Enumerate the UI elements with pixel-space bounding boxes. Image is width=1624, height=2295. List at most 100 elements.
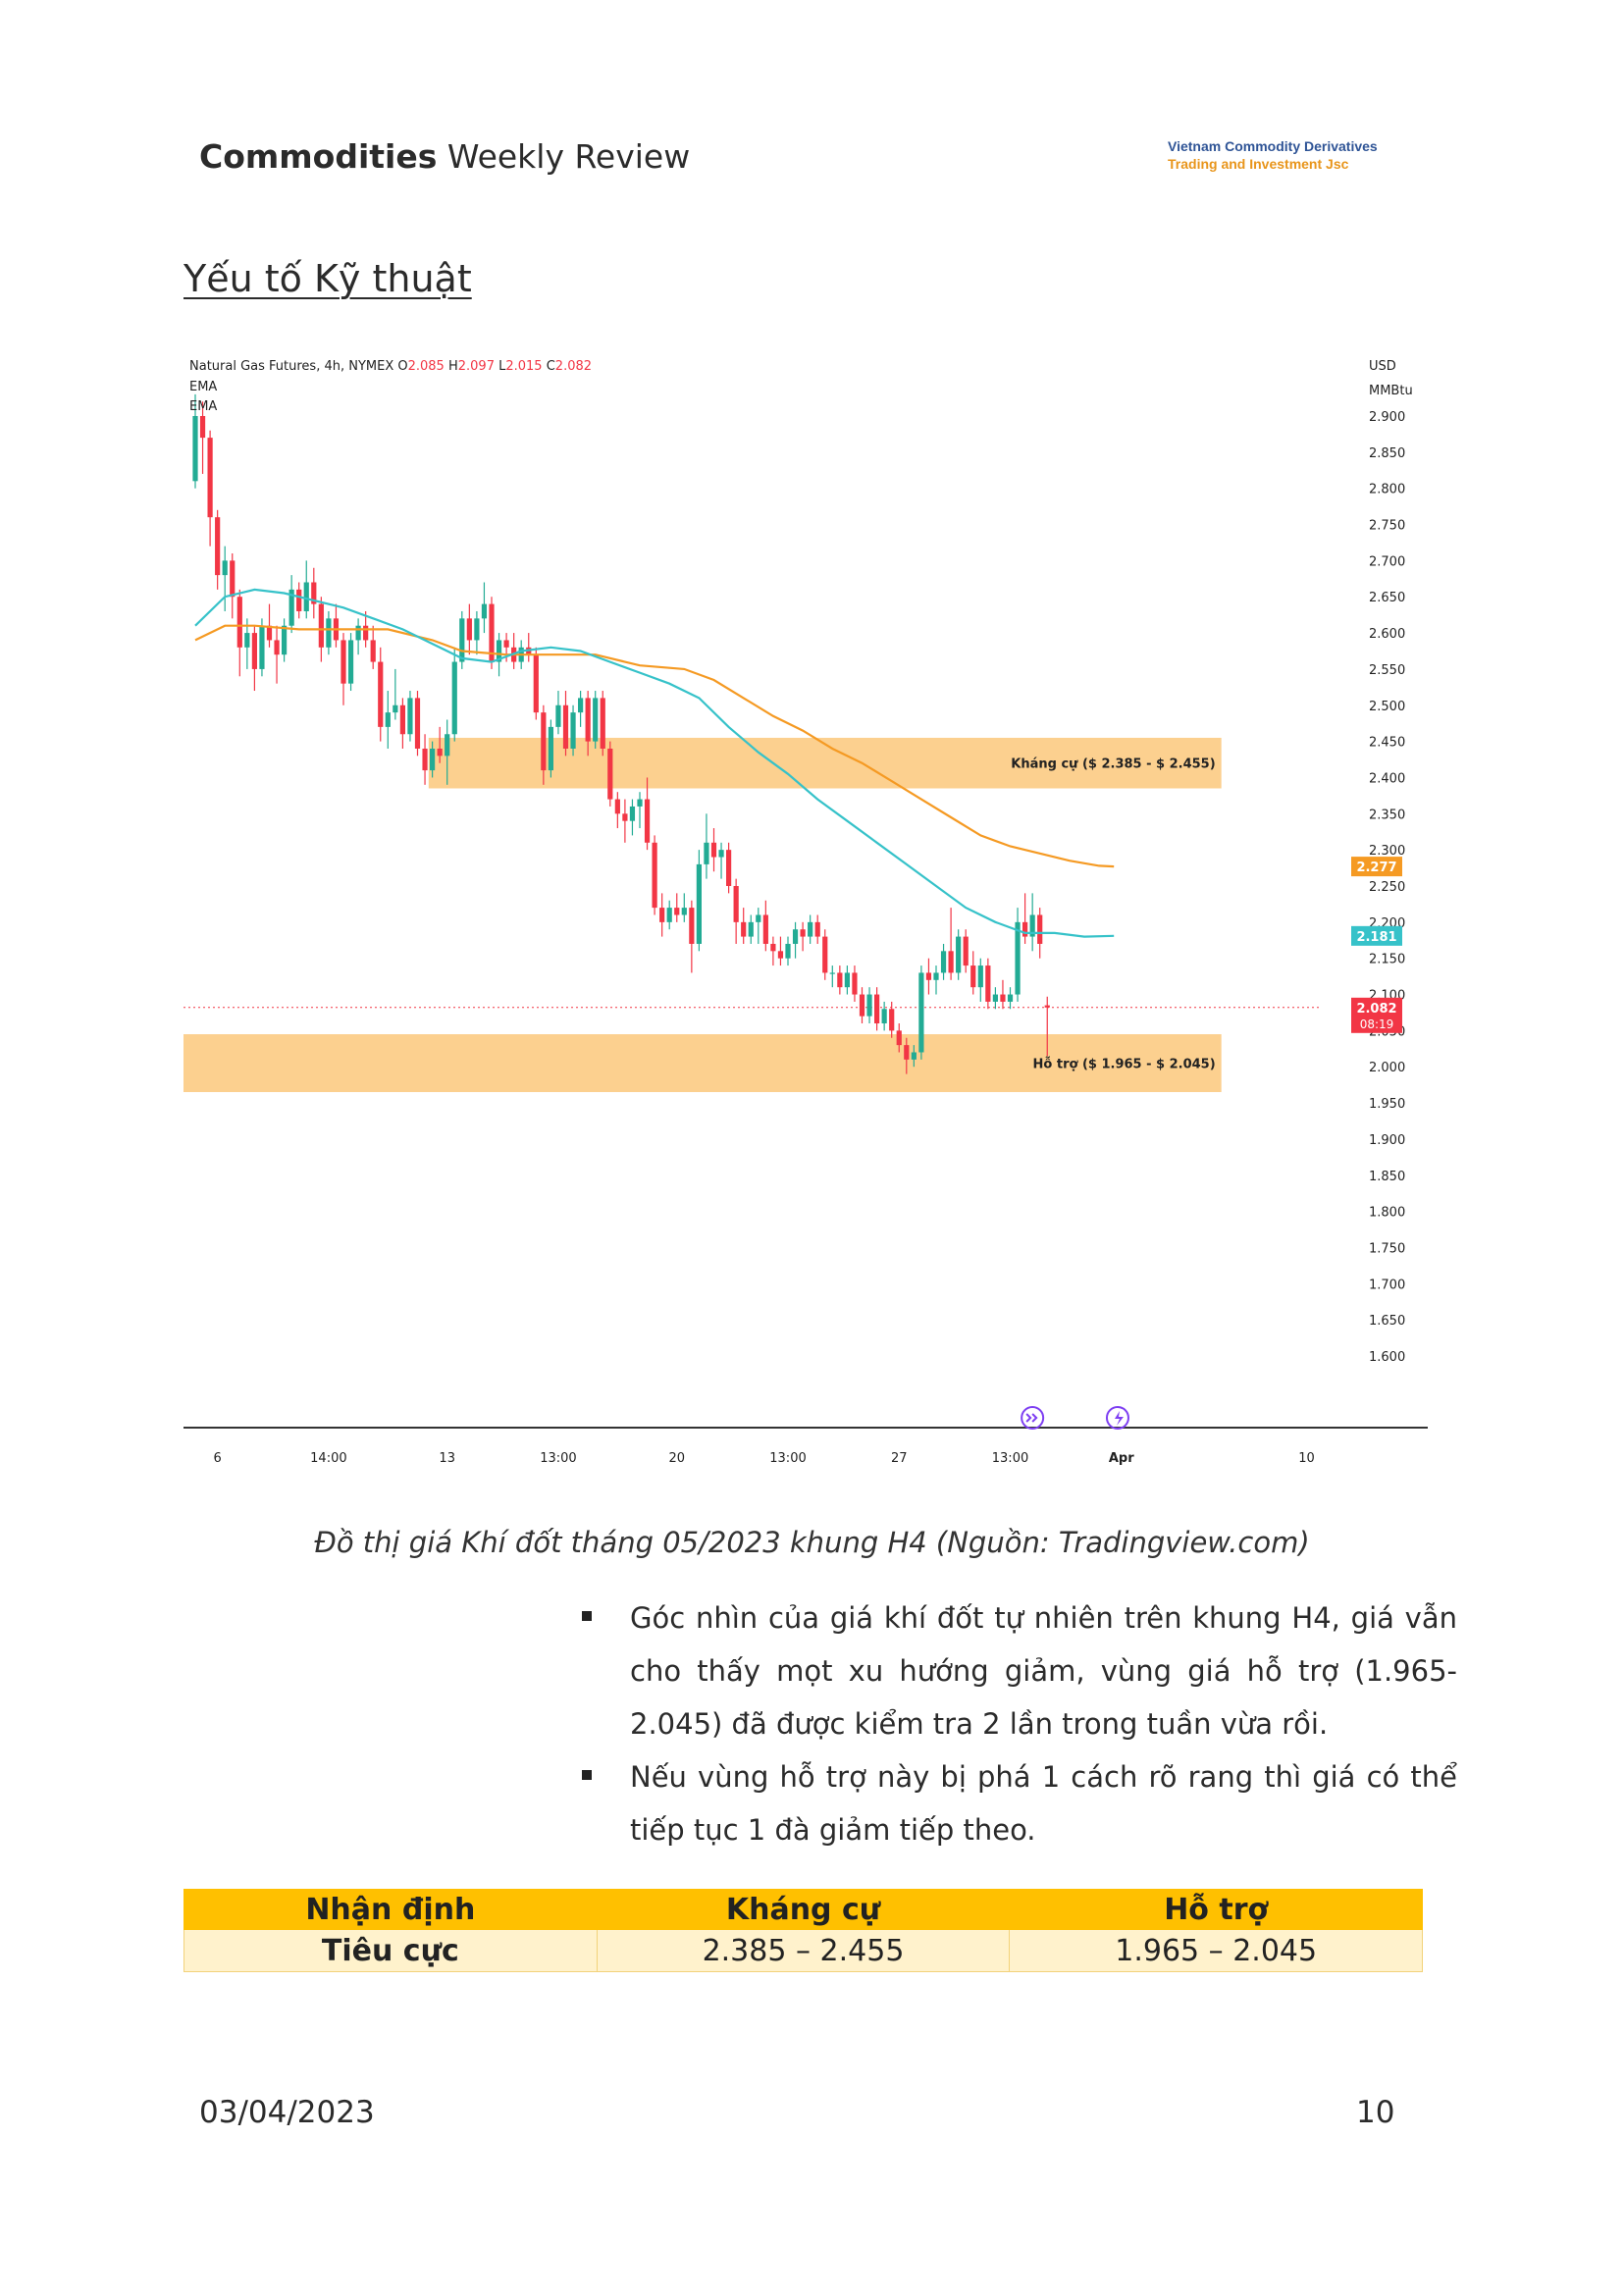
- candle-body: [666, 908, 672, 922]
- candle-body: [593, 698, 599, 742]
- candle-body: [770, 943, 776, 952]
- candle-body: [437, 748, 443, 756]
- footer-date: 03/04/2023: [199, 2095, 375, 2130]
- candle-body: [874, 994, 880, 1024]
- last-price-tag-countdown: 08:19: [1360, 1017, 1394, 1031]
- y-tick-label: 1.900: [1369, 1133, 1405, 1148]
- candle-body: [430, 748, 436, 771]
- candle-body: [762, 914, 768, 944]
- candle-body: [422, 748, 428, 771]
- candle-body: [681, 908, 687, 915]
- candle-body: [696, 863, 702, 944]
- candle-body: [904, 1045, 910, 1060]
- indicator-label: EMA: [189, 399, 217, 414]
- candle-body: [222, 560, 228, 576]
- candle-body: [474, 618, 480, 641]
- candles-layer: [192, 393, 1050, 1074]
- x-tick-label: 10: [1298, 1451, 1315, 1466]
- candle-body: [355, 625, 361, 641]
- candle-body: [266, 625, 273, 641]
- candle-body: [459, 618, 465, 662]
- candle-body: [244, 633, 250, 648]
- y-tick-label: 2.700: [1369, 554, 1405, 569]
- candle-body: [1007, 994, 1014, 1002]
- candle-body: [533, 654, 539, 713]
- x-tick-label: 13:00: [992, 1451, 1028, 1466]
- candle-body: [1044, 1005, 1050, 1008]
- event-lightning-icon: [1105, 1406, 1129, 1430]
- x-tick-label: 13:00: [540, 1451, 576, 1466]
- y-tick-label: 1.600: [1369, 1350, 1405, 1365]
- candle-body: [503, 640, 509, 648]
- candle-body: [548, 726, 553, 771]
- candle-body: [918, 972, 924, 1053]
- ema-slow-line: [194, 624, 1115, 868]
- candle-body: [347, 640, 354, 684]
- assessment-table: Nhận định Kháng cự Hỗ trợ Tiêu cực 2.385…: [183, 1889, 1423, 1972]
- y-tick-label: 2.500: [1369, 700, 1405, 714]
- y-tick-label: 2.250: [1369, 880, 1405, 895]
- x-tick-label: 6: [214, 1451, 222, 1466]
- support-zone: [183, 1034, 1222, 1093]
- y-tick-label: 2.850: [1369, 446, 1405, 461]
- ema-fast-line: [194, 588, 1115, 938]
- logo-line-2: Trading and Investment Jsc: [1168, 156, 1349, 172]
- y-tick-label: 2.450: [1369, 736, 1405, 751]
- candle-body: [829, 972, 835, 974]
- candle-body: [236, 597, 242, 648]
- candle-body: [644, 799, 651, 843]
- candle-body: [814, 921, 820, 937]
- event-fast-forward-icon: [1021, 1406, 1045, 1430]
- support-zone-label: Hỗ trợ ($ 1.965 - $ 2.045): [1033, 1058, 1216, 1072]
- ema-slow-price-tag-bg: [1351, 857, 1402, 877]
- candle-body: [866, 994, 872, 1017]
- x-tick-label: 13:00: [769, 1451, 806, 1466]
- candle-body: [192, 416, 198, 482]
- ohlc-close-label: C: [547, 359, 555, 374]
- candle-body: [562, 704, 569, 749]
- chart-background: [183, 348, 1428, 1428]
- y-tick-label: 2.000: [1369, 1061, 1405, 1075]
- candle-body: [399, 704, 405, 735]
- y-tick-label: 1.850: [1369, 1170, 1405, 1184]
- candle-body: [933, 972, 939, 980]
- candle-body: [466, 618, 472, 641]
- x-tick-label: 20: [668, 1451, 685, 1466]
- y-tick-label: 1.700: [1369, 1278, 1405, 1292]
- logo-line-1: Vietnam Commodity Derivatives: [1168, 138, 1378, 154]
- chart-title-text: Natural Gas Futures, 4h, NYMEX: [189, 359, 397, 374]
- y-tick-label: 2.750: [1369, 519, 1405, 534]
- candle-body: [689, 908, 695, 944]
- candle-body: [637, 799, 643, 807]
- candle-body: [1015, 921, 1021, 995]
- candle-body: [674, 908, 680, 915]
- candle-body: [296, 589, 302, 611]
- candle-body: [326, 618, 332, 648]
- candle-body: [977, 965, 983, 988]
- candle-body: [704, 842, 709, 864]
- ema-fast-price-tag-bg: [1351, 925, 1402, 946]
- ohlc-high-label: H: [448, 359, 458, 374]
- candle-body: [578, 698, 584, 713]
- y-tick-label: 2.300: [1369, 844, 1405, 859]
- candle-body: [622, 813, 628, 821]
- section-title: Yếu tố Kỹ thuật: [183, 257, 472, 300]
- candle-body: [607, 748, 613, 800]
- candle-body: [230, 560, 236, 598]
- candle-body: [985, 965, 991, 1002]
- candle-body: [881, 1009, 887, 1024]
- candle-body: [385, 712, 391, 727]
- labels-layer: Kháng cự ($ 2.385 - $ 2.455) Hỗ trợ ($ 1.…: [189, 359, 1402, 1430]
- candle-body: [1037, 914, 1043, 944]
- candle-body: [600, 698, 605, 749]
- candle-body: [259, 625, 265, 669]
- candle-body: [785, 943, 791, 959]
- candle-body: [756, 914, 761, 922]
- ema-layer: [194, 588, 1115, 938]
- y-tick-label: 2.900: [1369, 410, 1405, 425]
- candle-body: [496, 640, 502, 662]
- y-tick-label: 1.800: [1369, 1206, 1405, 1221]
- y-tick-label: 2.600: [1369, 627, 1405, 642]
- candle-body: [414, 698, 421, 749]
- candle-body: [837, 972, 843, 988]
